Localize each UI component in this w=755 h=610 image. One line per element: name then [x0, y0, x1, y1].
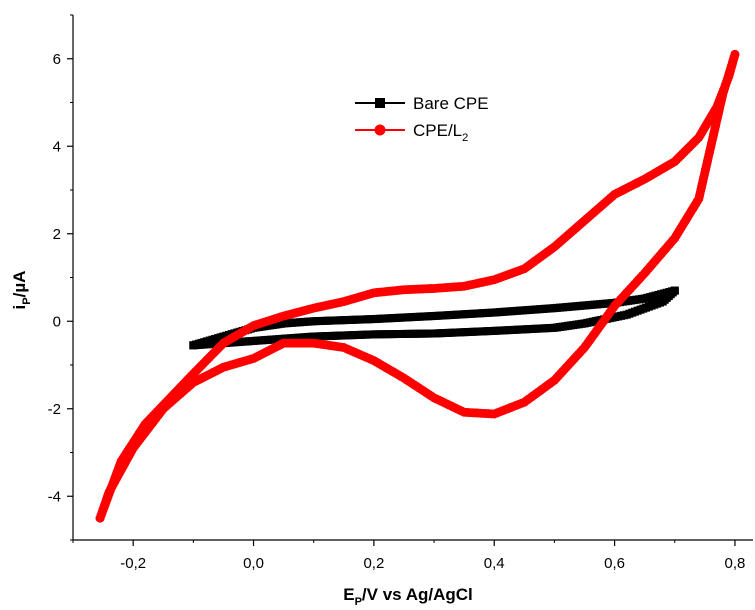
x-axis-title: EP/V vs Ag/AgCl [343, 585, 473, 608]
y-tick-label: -2 [48, 401, 61, 418]
series-1 [189, 286, 679, 350]
y-axis-title: iP/µA [10, 271, 33, 310]
x-tick-label: 0,6 [604, 555, 625, 572]
y-tick-label: 2 [53, 226, 61, 243]
x-tick-label: 0,8 [725, 555, 746, 572]
legend: Bare CPE CPE/L2 [355, 94, 489, 144]
legend-marker [375, 98, 385, 108]
axis-ticks: -0,2 0,0 0,2 0,4 0,6 0,8 -4 -2 0 2 4 6 [48, 14, 746, 572]
data-point [95, 513, 105, 523]
plot-area [95, 49, 740, 523]
y-tick-label: 0 [53, 313, 61, 330]
x-tick-label: 0,2 [363, 555, 384, 572]
series-2 [95, 49, 740, 523]
x-tick-label: 0,4 [484, 555, 505, 572]
legend-label: CPE/L2 [413, 121, 468, 144]
x-tick-label: -0,2 [120, 555, 146, 572]
legend-marker [374, 124, 386, 136]
x-tick-label: 0,0 [243, 555, 264, 572]
y-tick-label: -4 [48, 488, 61, 505]
y-tick-label: 6 [53, 51, 61, 68]
data-point [189, 341, 198, 350]
legend-label: Bare CPE [413, 94, 489, 113]
y-tick-label: 4 [53, 138, 61, 155]
